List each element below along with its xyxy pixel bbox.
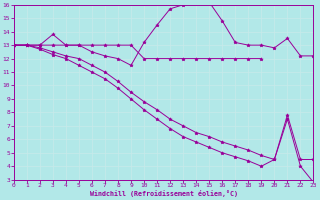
X-axis label: Windchill (Refroidissement éolien,°C): Windchill (Refroidissement éolien,°C) (90, 190, 238, 197)
